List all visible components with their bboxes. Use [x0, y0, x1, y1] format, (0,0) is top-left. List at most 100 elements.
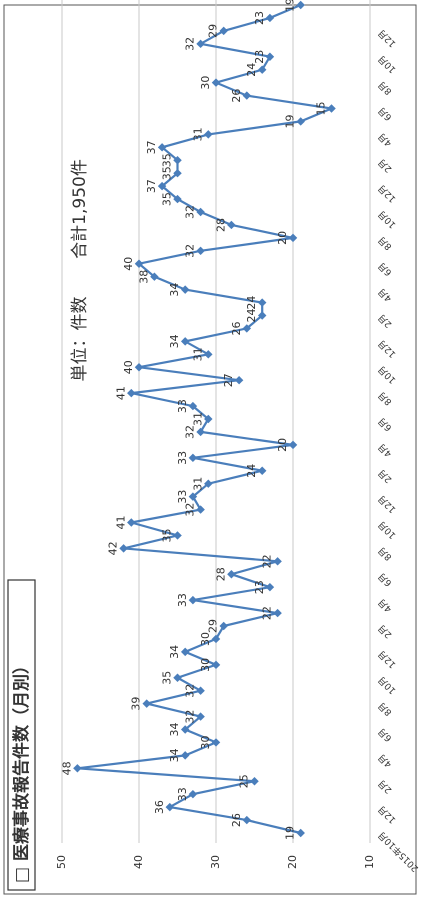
marker	[257, 466, 267, 475]
data-label: 24	[245, 63, 258, 77]
data-label: 33	[176, 787, 189, 801]
data-label: 32	[184, 244, 197, 258]
marker	[288, 233, 298, 243]
marker	[211, 78, 221, 87]
x-tick-label: 10月	[376, 674, 398, 696]
marker	[204, 479, 213, 488]
marker	[196, 505, 205, 514]
data-label: 35	[161, 671, 174, 685]
marker	[165, 802, 175, 812]
data-label: 34	[168, 645, 181, 659]
x-tick-label: 8月	[376, 389, 394, 407]
data-label: 28	[214, 218, 227, 232]
total-label: 合計1,950件	[70, 159, 90, 259]
data-label: 35	[161, 166, 174, 180]
data-label: 20	[276, 438, 289, 452]
marker	[127, 388, 136, 398]
marker	[250, 777, 259, 786]
marker	[180, 337, 190, 346]
data-label: 36	[153, 800, 166, 814]
marker	[119, 544, 128, 553]
data-label: 32	[184, 684, 197, 698]
x-tick-label: 4月	[376, 596, 394, 614]
data-label: 34	[168, 334, 181, 348]
data-label: 34	[168, 283, 181, 297]
marker	[127, 518, 136, 527]
frame	[3, 4, 417, 895]
data-label: 48	[60, 761, 73, 775]
data-label: 33	[176, 451, 189, 465]
marker	[204, 414, 213, 424]
marker	[234, 375, 244, 385]
data-label: 30	[199, 76, 212, 90]
data-label: 40	[122, 360, 135, 374]
x-tick-label: 6月	[376, 415, 394, 433]
data-label: 32	[184, 425, 197, 439]
marker	[257, 311, 267, 320]
x-tick-label: 6月	[376, 726, 394, 744]
marker	[188, 401, 198, 411]
data-label: 26	[230, 89, 243, 103]
x-tick-label: 12月	[376, 27, 398, 49]
data-label: 23	[253, 50, 266, 64]
data-label: 27	[222, 373, 235, 387]
data-label: 24	[245, 296, 258, 310]
x-tick-label: 12月	[376, 182, 398, 204]
marker	[265, 582, 275, 592]
data-label: 15	[315, 102, 328, 116]
marker	[196, 39, 205, 49]
data-label: 35	[161, 192, 174, 206]
data-label: 39	[130, 697, 143, 711]
x-tick-label: 6月	[376, 260, 394, 278]
x-tick-label: 12月	[376, 648, 398, 670]
chart-title: □ 医療事故報告件数（月別）	[11, 657, 32, 883]
data-label: 31	[191, 477, 204, 491]
marker	[196, 207, 205, 217]
data-label: 40	[122, 257, 135, 271]
data-label: 41	[114, 386, 127, 400]
x-tick-label: 8月	[376, 79, 394, 97]
marker	[257, 65, 267, 74]
x-tick-label: 4月	[376, 286, 394, 304]
x-tick-label: 2015年10月	[375, 829, 421, 875]
y-tick-label: 40	[132, 855, 145, 869]
marker	[204, 130, 213, 139]
marker	[188, 492, 198, 501]
y-tick-label: 10	[363, 855, 376, 869]
marker	[196, 686, 205, 695]
x-tick-label: 10月	[376, 519, 398, 541]
marker	[188, 595, 198, 605]
data-label: 22	[261, 554, 274, 568]
data-label: 35	[161, 528, 174, 542]
marker	[211, 660, 221, 670]
data-label: 24	[245, 464, 258, 478]
y-tick-label: 50	[55, 855, 68, 869]
marker	[288, 440, 298, 450]
x-tick-label: 12月	[376, 493, 398, 515]
x-tick-label: 2月	[376, 777, 394, 795]
x-tick-label: 2月	[376, 622, 394, 640]
marker	[180, 647, 190, 657]
marker	[242, 815, 252, 825]
data-label: 19	[284, 0, 297, 12]
data-label: 26	[230, 813, 243, 827]
data-label: 30	[199, 632, 212, 646]
data-label: 42	[107, 541, 120, 555]
data-label: 31	[191, 412, 204, 426]
data-label: 34	[168, 723, 181, 737]
data-label: 35	[161, 153, 174, 167]
data-label: 34	[168, 748, 181, 762]
title-box	[7, 579, 36, 891]
marker	[180, 285, 190, 294]
marker	[188, 789, 198, 799]
x-tick-label: 4月	[376, 130, 394, 148]
x-tick-label: 8月	[376, 234, 394, 252]
marker	[173, 531, 182, 540]
marker	[188, 453, 198, 463]
data-label: 31	[191, 127, 204, 141]
data-label: 32	[184, 37, 197, 51]
data-label: 33	[176, 399, 189, 413]
x-tick-label: 6月	[376, 570, 394, 588]
marker	[134, 363, 144, 372]
